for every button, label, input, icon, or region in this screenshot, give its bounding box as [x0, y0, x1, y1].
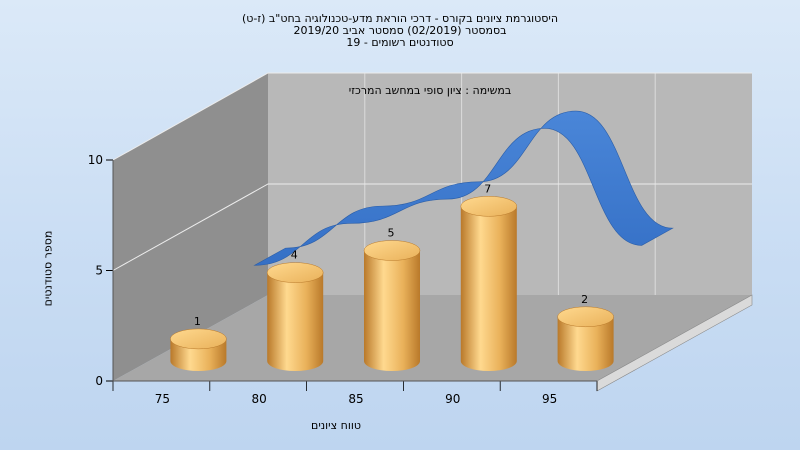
data-label: 4 [291, 249, 298, 262]
grid-line-horizontal [112, 72, 752, 161]
chart-title-line-2: בסמסטר (02/2019) סמסטר אביב 2019/20 [293, 24, 507, 37]
x-tick-label: 95 [542, 392, 557, 406]
chart-title-line-1: היסטוגרמת ציונים בקורס - דרכי הוראת מדע-… [241, 12, 559, 25]
bar [460, 196, 518, 372]
y-tick-label: 0 [95, 374, 103, 388]
bar [363, 240, 421, 371]
bar [170, 328, 227, 372]
data-label: 2 [581, 293, 588, 306]
x-tick-label: 85 [348, 392, 363, 406]
x-axis-label: טווח ציונים [311, 419, 361, 432]
data-label: 5 [388, 227, 395, 240]
axis-frame [112, 160, 597, 382]
x-tick-label: 75 [155, 392, 170, 406]
chart-title-line-3: סטודנטים רשומים - 19 [346, 36, 454, 49]
data-label: 1 [194, 315, 201, 328]
x-tick-label: 80 [252, 392, 267, 406]
trend-ribbon [253, 110, 674, 266]
grid-line-horizontal [112, 183, 752, 271]
bar [557, 306, 614, 372]
y-tick-label: 5 [95, 264, 103, 278]
x-tick-label: 90 [445, 392, 460, 406]
bar [266, 262, 324, 372]
chart-subtitle: במשימה : ציון סופי במחשב המרכזי [348, 84, 512, 97]
y-axis-label: מספר סטודנטים [41, 230, 55, 307]
data-label: 7 [484, 182, 491, 195]
y-tick-label: 10 [88, 153, 103, 167]
